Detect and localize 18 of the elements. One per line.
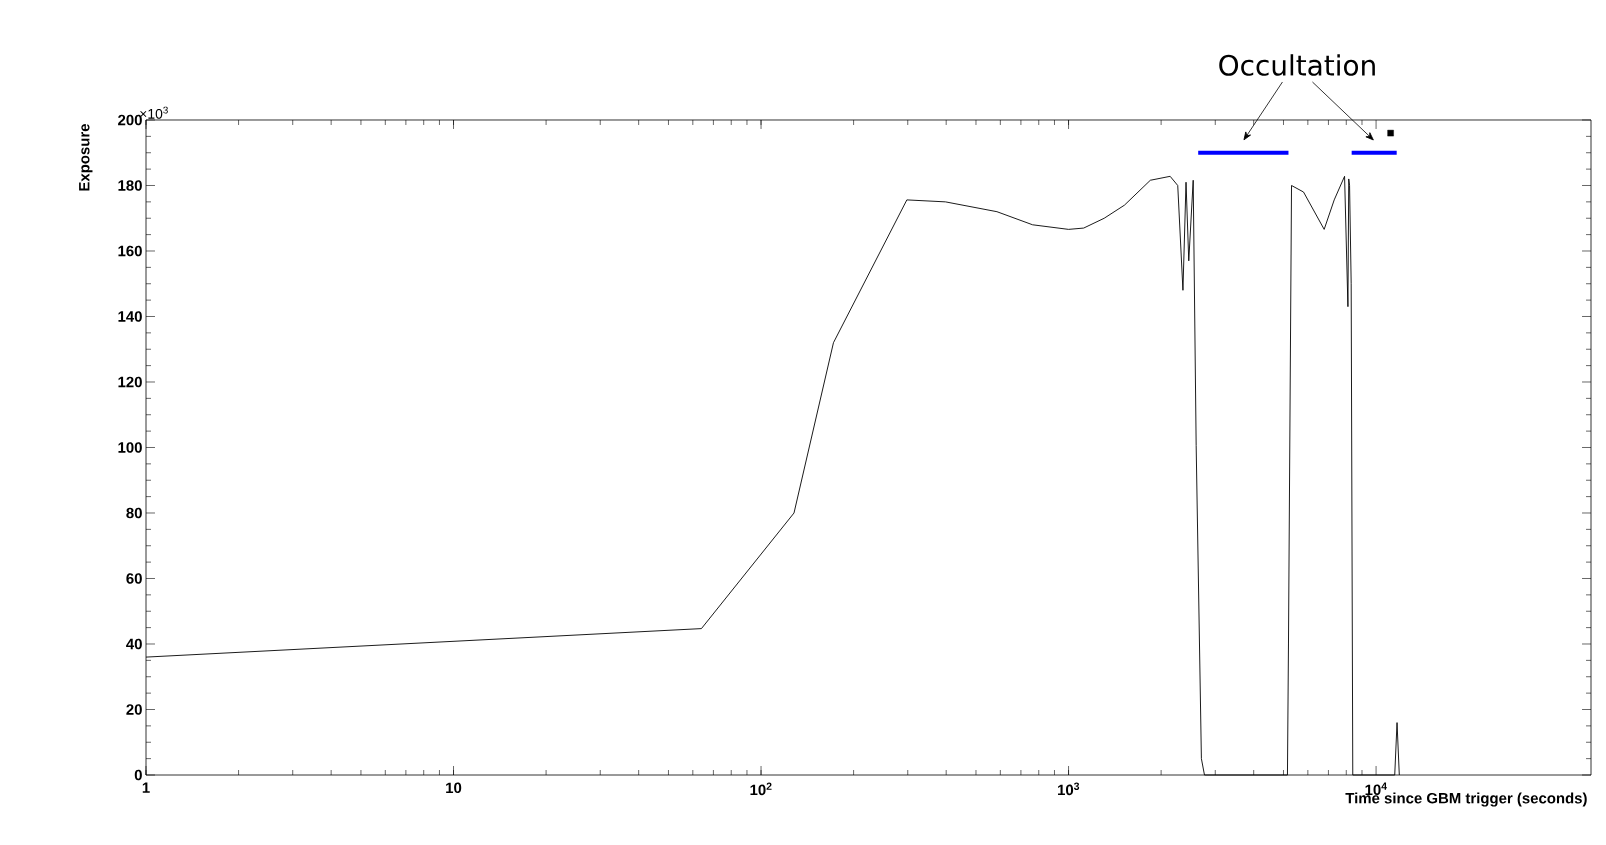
y-tick-label: 40 — [126, 638, 142, 650]
y-tick-label: 140 — [118, 311, 142, 322]
x-tick-label: 10$^{2}$ — [750, 782, 772, 796]
y-tick-label: 200 — [118, 114, 142, 126]
y-tick-label: 180 — [118, 180, 142, 191]
y-tick-label: 160 — [118, 245, 142, 257]
y-axis-title: Exposure — [79, 124, 93, 191]
x-tick-label: 10$^{3}$ — [1058, 782, 1080, 796]
y-tick-label: 100 — [118, 442, 142, 453]
y-tick-label: 0 — [134, 769, 142, 781]
x-tick-label: 10 — [446, 782, 462, 794]
x-tick-label: 1 — [142, 782, 150, 793]
y-tick-label: 20 — [126, 704, 142, 715]
y-tick-label: 60 — [126, 573, 142, 584]
text: Occultation — [1219, 54, 1375, 76]
y-tick-label: 120 — [118, 376, 142, 388]
y-tick-label: 80 — [126, 507, 142, 519]
text: ×10$^{3}$ — [140, 106, 168, 119]
